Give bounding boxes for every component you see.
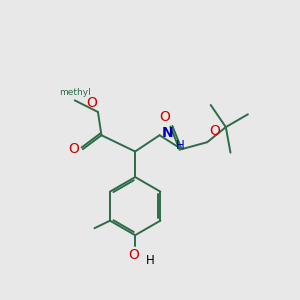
Text: O: O bbox=[129, 248, 140, 262]
Text: H: H bbox=[146, 254, 154, 267]
Text: N: N bbox=[161, 126, 173, 140]
Text: O: O bbox=[159, 110, 170, 124]
Text: O: O bbox=[68, 142, 80, 156]
Text: O: O bbox=[209, 124, 220, 137]
Text: H: H bbox=[176, 139, 185, 152]
Text: O: O bbox=[86, 96, 97, 110]
Text: methyl: methyl bbox=[59, 88, 91, 97]
